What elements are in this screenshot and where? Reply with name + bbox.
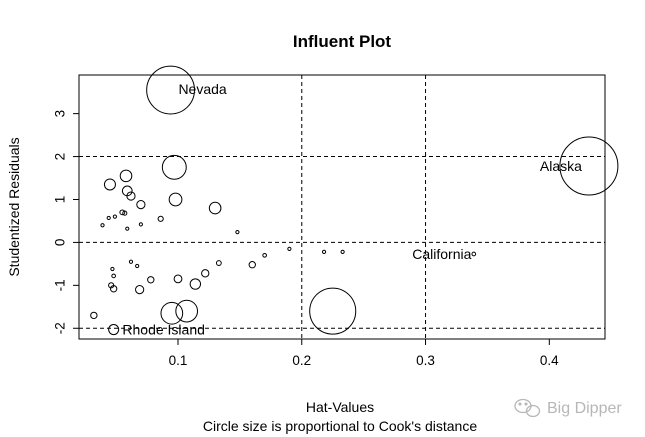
x-tick-label: 0.2 [292,353,311,368]
x-axis-label: Hat-Values [306,399,374,415]
y-tick-label: -1 [53,279,68,291]
data-point [287,246,292,251]
watermark: Big Dipper [514,398,622,418]
point-labels: Nevada Alaska California Rhode Island [122,81,582,338]
data-point [138,222,143,227]
data-point [126,191,136,201]
data-point [100,223,105,228]
data-point [119,169,133,183]
chat-bubble-icon [514,398,541,418]
data-point [103,178,116,191]
y-tick-label: 0 [53,239,68,247]
data-point [112,214,117,219]
data-point [108,324,120,336]
data-point [559,136,619,196]
point-label: Alaska [540,158,582,174]
data-point [189,278,202,290]
data-point [157,215,164,222]
data-point [135,285,145,295]
data-point [109,285,118,293]
data-point [122,210,128,216]
point-label: California [412,246,471,262]
data-point [201,269,210,278]
x-axis-sublabel: Circle size is proportional to Cook's di… [203,418,477,434]
plot-frame [78,74,606,340]
data-point [248,261,256,269]
data-point [111,273,116,279]
data-point [340,249,345,254]
y-axis: -2 -1 0 1 2 3 [53,110,79,334]
point-label: Nevada [178,81,226,97]
data-point [135,263,140,269]
data-point [471,251,477,257]
data-point [321,249,327,254]
data-point [215,260,222,266]
data-point [235,230,240,235]
data-point [175,299,199,323]
data-point [147,276,155,284]
data-point [262,252,267,258]
reference-lines [79,75,605,339]
y-axis-label: Studentized Residuals [6,137,22,276]
x-tick-label: 0.4 [540,353,559,368]
y-tick-label: 2 [53,153,68,161]
x-axis: 0.1 0.2 0.3 0.4 [169,339,559,368]
data-point [160,301,184,325]
data-point [173,274,183,284]
data-points [90,65,619,336]
data-point [125,226,130,231]
data-point [168,192,183,207]
chart-title: Influent Plot [293,32,392,51]
data-point [106,215,111,221]
y-tick-label: 1 [53,196,68,204]
data-point [146,65,195,115]
data-point [208,201,222,215]
data-point [136,200,146,210]
y-tick-label: -2 [53,322,68,334]
data-point [128,259,134,264]
point-label: Rhode Island [122,322,205,338]
y-tick-label: 3 [53,110,68,118]
x-tick-label: 0.3 [416,353,435,368]
data-point [161,154,187,180]
x-tick-label: 0.1 [169,353,188,368]
data-point [309,287,357,335]
data-point [119,209,126,216]
data-point [110,266,115,272]
data-point [90,311,98,320]
watermark-text: Big Dipper [547,400,622,417]
